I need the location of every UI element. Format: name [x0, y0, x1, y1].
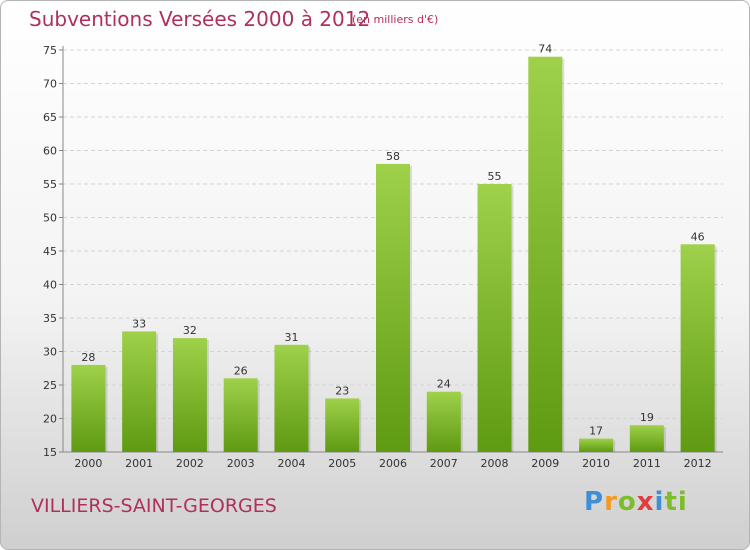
value-label: 28 — [81, 351, 95, 364]
value-label: 19 — [640, 411, 654, 424]
bar — [528, 56, 563, 452]
y-tick-label: 70 — [43, 78, 57, 91]
x-tick-label: 2007 — [430, 457, 458, 470]
logo-letter: i — [654, 487, 665, 517]
bar — [477, 184, 512, 452]
x-tick-label: 2009 — [531, 457, 559, 470]
bar — [426, 391, 461, 452]
y-tick-label: 35 — [43, 312, 57, 325]
bar — [680, 244, 715, 452]
value-label: 58 — [386, 150, 400, 163]
y-tick-label: 50 — [43, 212, 57, 225]
y-tick-label: 40 — [43, 279, 57, 292]
commune-name: VILLIERS-SAINT-GEORGES — [31, 495, 277, 517]
bar — [71, 364, 106, 452]
value-label: 46 — [691, 230, 705, 243]
bar — [274, 344, 309, 452]
bar — [325, 398, 360, 452]
y-tick-label: 15 — [43, 446, 57, 459]
y-tick-label: 55 — [43, 178, 57, 191]
x-tick-labels: 2000 2001 2002 2003 2004 2005 2006 2007 2008 2009… — [74, 457, 711, 470]
y-tick-label: 75 — [43, 44, 57, 57]
logo-letter: r — [604, 487, 618, 517]
logo-letter: ti — [664, 487, 688, 517]
x-tick-label: 2001 — [125, 457, 153, 470]
x-tick-label: 2008 — [481, 457, 509, 470]
x-tick-label: 2004 — [277, 457, 305, 470]
value-label: 33 — [132, 317, 146, 330]
bar — [629, 425, 664, 452]
logo-letter: P — [584, 487, 605, 517]
x-tick-label: 2006 — [379, 457, 407, 470]
value-label: 32 — [183, 324, 197, 337]
value-label: 23 — [335, 384, 349, 397]
x-tick-label: 2003 — [227, 457, 255, 470]
y-tick-label: 45 — [43, 245, 57, 258]
x-tick-label: 2005 — [328, 457, 356, 470]
x-tick-label: 2002 — [176, 457, 204, 470]
value-labels: 28 33 32 26 31 23 58 24 55 74 17 19 46 — [81, 43, 704, 438]
value-label: 26 — [234, 364, 248, 377]
x-tick-label: 2012 — [684, 457, 712, 470]
value-label: 74 — [538, 43, 552, 56]
proxiti-logo: Proxiti — [584, 487, 688, 517]
bar — [376, 163, 410, 452]
bar — [122, 331, 157, 452]
value-label: 31 — [284, 331, 298, 344]
x-tick-label: 2000 — [74, 457, 102, 470]
y-tick-label: 65 — [43, 111, 57, 124]
y-tick-labels: 15 20 25 30 35 40 45 50 55 60 65 70 75 — [43, 44, 57, 459]
bar — [579, 438, 614, 452]
logo-letter: x — [636, 487, 655, 517]
y-tick-label: 25 — [43, 379, 57, 392]
y-tick-label: 60 — [43, 145, 57, 158]
value-label: 24 — [437, 378, 451, 391]
y-tick-label: 20 — [43, 413, 57, 426]
bar — [223, 378, 258, 452]
x-tick-label: 2010 — [582, 457, 610, 470]
bars — [71, 56, 717, 452]
x-tick-label: 2011 — [633, 457, 661, 470]
chart-subtitle: (en milliers d'€) — [352, 13, 439, 26]
logo-letter: o — [617, 487, 637, 517]
value-label: 55 — [488, 170, 502, 183]
y-tick-label: 30 — [43, 346, 57, 359]
bar — [172, 338, 207, 452]
chart-title: Subventions Versées 2000 à 2012 — [29, 7, 371, 31]
value-label: 17 — [589, 425, 603, 438]
